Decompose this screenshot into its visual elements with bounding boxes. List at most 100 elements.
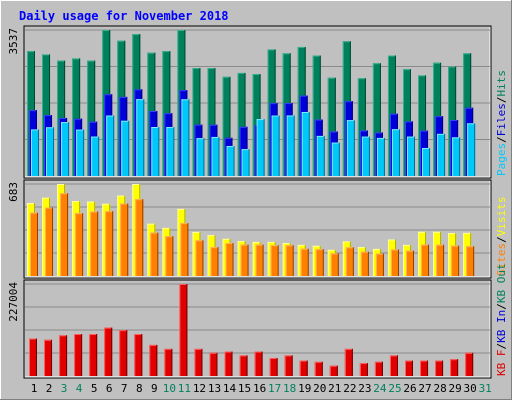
day-label: 25 (388, 382, 401, 395)
bar-fill (195, 240, 204, 276)
bar-fill (467, 123, 476, 176)
bar-pages (226, 145, 235, 176)
bar-sites (406, 250, 414, 276)
bar-sites (150, 232, 159, 276)
bar-fill (269, 357, 278, 376)
bar-fill (211, 136, 220, 176)
bar-fill (405, 360, 413, 376)
bar-fill (30, 212, 38, 276)
bar-pages (391, 129, 400, 176)
bar-kb-f (299, 360, 308, 376)
bar-fill (286, 115, 295, 176)
bar-kb-f (29, 338, 37, 376)
legend-item: Pages (495, 143, 508, 176)
bar-fill (181, 99, 190, 176)
bar-pages (286, 115, 295, 176)
bar-sites (375, 253, 384, 276)
day-label: 5 (91, 382, 98, 395)
bar-fill (361, 136, 370, 176)
day-label: 22 (343, 382, 356, 395)
bar-sites (315, 249, 324, 276)
day-label: 12 (193, 382, 206, 395)
bar-kb-f (104, 327, 113, 376)
day-label: 26 (403, 382, 416, 395)
bar-pages (166, 127, 175, 176)
bar-fill (61, 122, 70, 176)
bar-fill (166, 127, 175, 176)
bar-kb-f (389, 355, 398, 376)
bar-fill (418, 75, 427, 176)
bar-kb-f (89, 334, 98, 376)
bar-fill (150, 232, 159, 276)
bar-pages (61, 122, 70, 176)
bar-sites (270, 245, 279, 276)
bar-fill (331, 142, 340, 176)
bar-kb-f (269, 357, 278, 376)
bar-pages (91, 136, 100, 176)
bar-sites (451, 245, 460, 276)
day-label: 28 (433, 382, 446, 395)
bar-kb-f (405, 360, 413, 376)
bar-sites (466, 246, 475, 276)
bar-pages (106, 115, 115, 176)
bar-fill (357, 78, 366, 176)
panel-visits-sites: 683 Sites/Visits (7, 179, 508, 279)
legend-item: / (495, 236, 508, 243)
legend-item: / (495, 343, 508, 350)
bar-fill (105, 211, 114, 276)
legend-item: KB F (495, 350, 508, 377)
bar-fill (87, 60, 96, 176)
day-label: 14 (223, 382, 237, 395)
bar-pages (151, 127, 160, 176)
bar-fill (29, 338, 37, 376)
bar-sites (360, 251, 369, 276)
bar-fill (241, 149, 250, 176)
day-label: 6 (106, 382, 113, 395)
day-label: 31 (479, 382, 492, 395)
bar-fill (421, 244, 430, 276)
bar-kb-f (119, 330, 128, 376)
day-label: 10 (163, 382, 176, 395)
bar-fill (316, 135, 325, 176)
bar-fill (420, 360, 429, 376)
legend-item: / (495, 136, 508, 143)
bar-pages (346, 120, 355, 176)
day-label: 2 (46, 382, 53, 395)
day-label: 29 (448, 382, 461, 395)
day-label: 8 (136, 382, 143, 395)
bar-pages (31, 129, 39, 176)
bar-fill (329, 365, 338, 376)
bar-fill (345, 247, 354, 276)
bar-fill (360, 251, 369, 276)
bar-fill (239, 355, 248, 376)
bar-fill (151, 127, 160, 176)
day-label: 19 (298, 382, 311, 395)
bar-fill (44, 339, 53, 376)
bar-fill (254, 351, 263, 376)
bar-kb-f (74, 334, 83, 376)
bar-fill (121, 120, 130, 176)
bar-fill (164, 348, 173, 376)
bar-fill (406, 250, 414, 276)
bar-kb-f (134, 334, 143, 376)
day-label: 21 (328, 382, 341, 395)
bar-pages (422, 148, 431, 176)
day-label: 18 (283, 382, 296, 395)
bar-fill (45, 207, 54, 276)
bar-sites (345, 247, 354, 276)
legend-item: KB In (495, 310, 508, 343)
bar-fill (76, 129, 85, 176)
bar-pages (136, 99, 145, 176)
bar-fill (226, 145, 235, 176)
bar-fill (451, 245, 460, 276)
chart-panels: 3537Pages/Files/Hits683Sites/Visits22700… (7, 25, 508, 379)
bar-sites (390, 249, 399, 276)
bar-fill (210, 247, 219, 276)
day-label: 24 (373, 382, 387, 395)
bar-kb-f (254, 351, 263, 376)
day-label: 3 (61, 382, 68, 395)
bar-fill (31, 129, 39, 176)
day-label: 11 (178, 382, 191, 395)
chart-title: Daily usage for November 2018 (19, 9, 229, 23)
bar-fill (372, 63, 381, 176)
